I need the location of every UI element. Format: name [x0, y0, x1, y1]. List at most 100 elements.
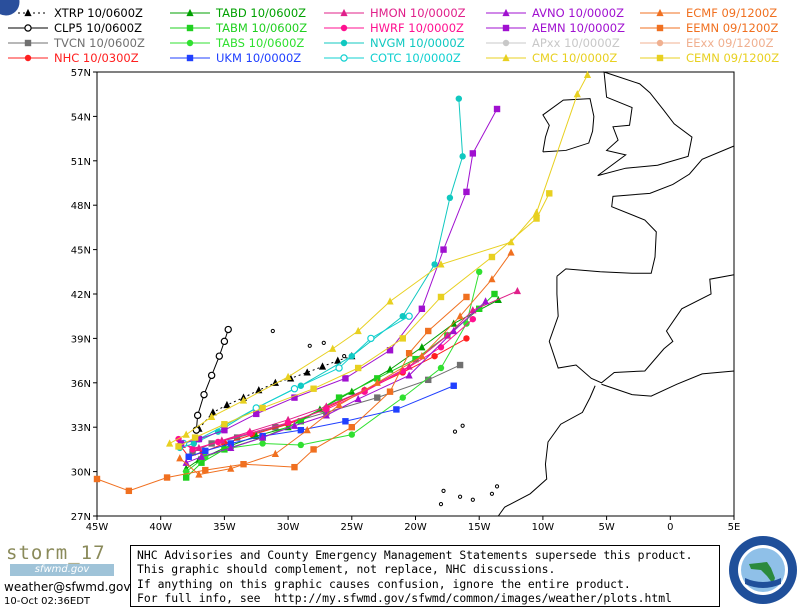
- track-point: [450, 326, 458, 335]
- track-point: [318, 362, 327, 370]
- legend-item-tvcn: TVCN 10/0600Z: [8, 36, 145, 50]
- legend-marker: [502, 53, 510, 62]
- legend-label: TVCN 10/0600Z: [53, 36, 145, 50]
- legend-label: HWRF 10/0000Z: [370, 21, 464, 35]
- track-point: [227, 443, 235, 452]
- track-point: [507, 248, 515, 256]
- legend-item-hwrf: HWRF 10/0000Z: [324, 21, 464, 35]
- legend-marker: [502, 39, 510, 47]
- track-point: [386, 347, 394, 354]
- legend-marker: [656, 24, 664, 32]
- legend-item-cmc: CMC 10/0000Z: [486, 51, 617, 65]
- x-tick-label: 20W: [404, 522, 427, 533]
- track-point: [374, 375, 381, 382]
- track-point: [399, 394, 406, 401]
- track-point: [463, 320, 470, 327]
- track-point: [297, 441, 305, 449]
- land-outline: [270, 71, 735, 517]
- track-point: [412, 355, 419, 363]
- track-point: [185, 453, 192, 460]
- track-point: [227, 440, 234, 447]
- legend-marker: [340, 24, 348, 32]
- track-point: [476, 305, 483, 312]
- track-point: [259, 440, 266, 447]
- legend-marker: [502, 8, 510, 17]
- track-point: [166, 439, 174, 447]
- track-point: [335, 400, 343, 409]
- track-point: [405, 350, 413, 357]
- legend-label: NHC 10/0300Z: [54, 51, 139, 65]
- track-point: [491, 290, 498, 298]
- legend-item-cotc: COTC 10/0000Z: [324, 51, 461, 65]
- track-point: [182, 430, 190, 438]
- disclaimer-box: NHC Advisories and County Emergency Mana…: [130, 545, 720, 607]
- legend-marker: [24, 24, 32, 32]
- track-point: [354, 394, 362, 403]
- legend-item-clp5: CLP5 10/0600Z: [8, 21, 142, 35]
- track-point: [214, 438, 222, 446]
- x-tick-label: 30W: [277, 522, 300, 533]
- track-point: [195, 435, 203, 443]
- legend-item-hmon: HMON 10/0000Z: [324, 6, 466, 20]
- track-point: [291, 394, 298, 401]
- track-point: [221, 421, 228, 428]
- track-point: [303, 368, 311, 376]
- track-line: [188, 385, 454, 458]
- track-point: [493, 105, 501, 113]
- legend-marker: [656, 8, 664, 17]
- x-tick-label: 10W: [532, 522, 555, 533]
- track-line: [183, 315, 410, 444]
- track-point: [193, 411, 202, 420]
- track-point: [182, 458, 190, 466]
- track-point: [208, 412, 216, 420]
- legend-item-ukm: UKM 10/0000Z: [170, 51, 301, 65]
- y-tick-label: 48N: [71, 201, 91, 212]
- track-point: [418, 343, 426, 351]
- track-point: [488, 275, 496, 283]
- legend-label: CLP5 10/0600Z: [54, 21, 142, 35]
- track-point: [198, 459, 205, 466]
- legend-marker: [24, 8, 32, 17]
- legend-marker: [186, 54, 194, 62]
- track-point: [399, 335, 406, 342]
- track-line: [96, 296, 467, 492]
- track-point: [297, 426, 305, 434]
- legend-label: APxx 10/0000Z: [532, 36, 620, 50]
- track-line: [185, 271, 480, 472]
- legend-label: TABM 10/0600Z: [215, 21, 307, 35]
- timestamp: 10-Oct 02:36EDT: [4, 596, 91, 607]
- track-point: [220, 337, 229, 346]
- legend-marker: [186, 8, 194, 17]
- legend-label: EEMN 09/1200Z: [686, 21, 778, 35]
- track-point: [125, 487, 133, 495]
- footer-brand: storm_17 sfwmd.gov weather@sfwmd.gov 10-…: [2, 542, 130, 610]
- track-point: [573, 90, 581, 98]
- y-tick-label: 36N: [71, 379, 91, 390]
- track-point: [215, 352, 224, 360]
- track-point: [348, 424, 355, 431]
- track-point: [291, 463, 298, 471]
- track-point: [323, 406, 330, 413]
- legend-item-nhc: NHC 10/0300Z: [8, 51, 139, 65]
- track-point: [259, 404, 266, 412]
- track-point: [437, 260, 445, 268]
- track-ecmf: [176, 248, 515, 478]
- track-point: [476, 268, 483, 275]
- legend-marker: [502, 24, 510, 32]
- y-tick-label: 45N: [71, 246, 91, 257]
- legend-item-xtrp: XTRP 10/0600Z: [8, 6, 143, 20]
- disclaimer-line: This graphic should complement, not repl…: [137, 562, 556, 577]
- track-point: [233, 434, 241, 441]
- legend-label: TABD 10/0600Z: [215, 6, 306, 20]
- legend-marker: [656, 39, 664, 47]
- track-point: [431, 352, 438, 360]
- disclaimer-line: If anything on this graphic causes confu…: [137, 576, 631, 591]
- legend-item-eemn: EEMN 09/1200Z: [640, 21, 778, 35]
- track-point: [200, 390, 208, 399]
- legend-label: NVGM 10/0000Z: [370, 36, 465, 50]
- track-point: [310, 446, 317, 453]
- track-point: [189, 446, 196, 453]
- track-point: [197, 452, 206, 460]
- track-point: [207, 371, 216, 380]
- track-point: [469, 315, 477, 323]
